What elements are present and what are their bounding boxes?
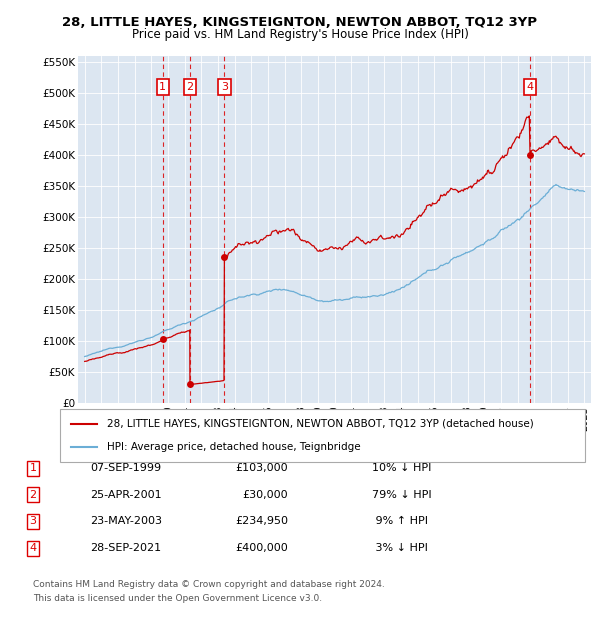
Text: 9% ↑ HPI: 9% ↑ HPI (372, 516, 428, 526)
Text: 3: 3 (29, 516, 37, 526)
Text: 28, LITTLE HAYES, KINGSTEIGNTON, NEWTON ABBOT, TQ12 3YP: 28, LITTLE HAYES, KINGSTEIGNTON, NEWTON … (62, 16, 538, 29)
Text: £400,000: £400,000 (235, 543, 288, 553)
Text: Price paid vs. HM Land Registry's House Price Index (HPI): Price paid vs. HM Land Registry's House … (131, 28, 469, 41)
Text: £103,000: £103,000 (235, 463, 288, 473)
Text: 3: 3 (221, 82, 228, 92)
Text: 28-SEP-2021: 28-SEP-2021 (90, 543, 161, 553)
Text: £30,000: £30,000 (242, 490, 288, 500)
Text: 2: 2 (187, 82, 193, 92)
Text: 23-MAY-2003: 23-MAY-2003 (90, 516, 162, 526)
Text: £234,950: £234,950 (235, 516, 288, 526)
Text: 79% ↓ HPI: 79% ↓ HPI (372, 490, 431, 500)
Text: 4: 4 (29, 543, 37, 553)
Text: 28, LITTLE HAYES, KINGSTEIGNTON, NEWTON ABBOT, TQ12 3YP (detached house): 28, LITTLE HAYES, KINGSTEIGNTON, NEWTON … (107, 419, 534, 429)
Text: 4: 4 (526, 82, 533, 92)
Text: 25-APR-2001: 25-APR-2001 (90, 490, 161, 500)
Text: 2: 2 (29, 490, 37, 500)
Text: This data is licensed under the Open Government Licence v3.0.: This data is licensed under the Open Gov… (33, 594, 322, 603)
Text: 10% ↓ HPI: 10% ↓ HPI (372, 463, 431, 473)
FancyBboxPatch shape (60, 409, 585, 462)
Text: 1: 1 (159, 82, 166, 92)
Text: Contains HM Land Registry data © Crown copyright and database right 2024.: Contains HM Land Registry data © Crown c… (33, 580, 385, 589)
Text: 1: 1 (29, 463, 37, 473)
Text: 3% ↓ HPI: 3% ↓ HPI (372, 543, 428, 553)
Text: 07-SEP-1999: 07-SEP-1999 (90, 463, 161, 473)
Text: HPI: Average price, detached house, Teignbridge: HPI: Average price, detached house, Teig… (107, 442, 361, 452)
